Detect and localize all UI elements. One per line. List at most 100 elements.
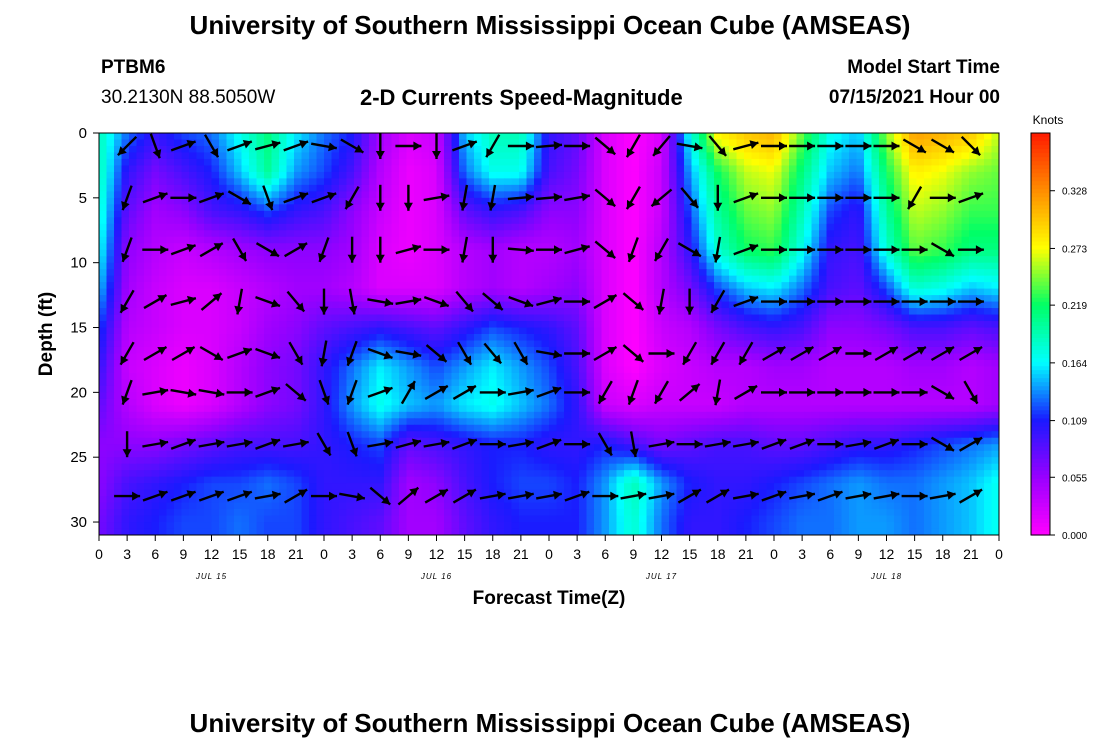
heatmap-cell — [894, 282, 903, 290]
heatmap-cell — [316, 295, 325, 303]
heatmap-cell — [669, 197, 678, 205]
heatmap-cell — [954, 152, 963, 160]
heatmap-cell — [714, 230, 723, 238]
heatmap-cell — [946, 133, 955, 141]
heatmap-cell — [789, 223, 798, 231]
heatmap-cell — [384, 379, 393, 387]
heatmap-cell — [361, 392, 370, 400]
heatmap-cell — [226, 197, 235, 205]
heatmap-cell — [324, 379, 333, 387]
heatmap-cell — [871, 139, 880, 147]
heatmap-cell — [406, 288, 415, 296]
heatmap-cell — [669, 359, 678, 368]
heatmap-cell — [534, 158, 543, 167]
heatmap-cell — [549, 379, 558, 387]
heatmap-cell — [459, 353, 468, 361]
heatmap-cell — [151, 392, 160, 400]
heatmap-cell — [391, 165, 400, 173]
heatmap-cell — [556, 327, 565, 335]
heatmap-cell — [129, 165, 138, 173]
heatmap-cell — [706, 314, 715, 322]
heatmap-cell — [181, 184, 190, 192]
heatmap-cell — [331, 282, 340, 290]
heatmap-cell — [106, 210, 115, 218]
heatmap-cell — [474, 145, 483, 154]
heatmap-cell — [406, 353, 415, 361]
heatmap-cell — [631, 178, 640, 186]
heatmap-cell — [339, 392, 348, 400]
heatmap-cell — [759, 327, 768, 335]
heatmap-cell — [406, 171, 415, 179]
heatmap-cell — [151, 340, 160, 348]
heatmap-cell — [151, 321, 160, 329]
heatmap-cell — [901, 217, 910, 225]
heatmap-cell — [301, 314, 310, 322]
heatmap-cell — [924, 340, 933, 348]
heatmap-cell — [886, 327, 895, 335]
heatmap-cell — [594, 256, 603, 264]
heatmap-cell — [264, 372, 273, 380]
heatmap-cell — [391, 139, 400, 147]
heatmap-cell — [249, 295, 258, 303]
heatmap-cell — [294, 334, 303, 342]
heatmap-cell — [204, 359, 213, 368]
heatmap-cell — [886, 217, 895, 225]
heatmap-cell — [189, 275, 198, 283]
heatmap-cell — [354, 392, 363, 400]
heatmap-cell — [429, 301, 438, 309]
heatmap-cell — [181, 145, 190, 154]
heatmap-cell — [909, 269, 918, 277]
heatmap-cell — [136, 217, 145, 225]
heatmap-cell — [646, 256, 655, 264]
heatmap-cell — [864, 204, 873, 212]
heatmap-cell — [676, 256, 685, 264]
heatmap-cell — [826, 178, 835, 186]
heatmap-cell — [136, 340, 145, 348]
heatmap-cell — [519, 340, 528, 348]
heatmap-cell — [459, 145, 468, 154]
heatmap-cell — [391, 249, 400, 257]
heatmap-cell — [226, 346, 235, 355]
heatmap-cell — [286, 366, 295, 374]
heatmap-cell — [376, 217, 385, 225]
heatmap-cell — [699, 392, 708, 400]
heatmap-cell — [609, 184, 618, 192]
heatmap-cell — [541, 398, 550, 406]
heatmap-cell — [474, 334, 483, 342]
heatmap-cell — [391, 288, 400, 296]
heatmap-cell — [969, 359, 978, 368]
heatmap-cell — [294, 197, 303, 205]
heatmap-cell — [429, 372, 438, 380]
heatmap-cell — [609, 372, 618, 380]
heatmap-cell — [489, 204, 498, 212]
heatmap-cell — [339, 295, 348, 303]
heatmap-cell — [976, 282, 985, 290]
heatmap-cell — [744, 308, 753, 316]
heatmap-cell — [234, 392, 243, 400]
heatmap-cell — [196, 236, 205, 244]
heatmap-cell — [811, 152, 820, 160]
heatmap-cell — [954, 353, 963, 361]
heatmap-cell — [339, 256, 348, 264]
heatmap-cell — [721, 171, 730, 179]
heatmap-cell — [684, 184, 693, 192]
heatmap-cell — [234, 359, 243, 368]
heatmap-cell — [526, 191, 535, 199]
heatmap-cell — [781, 243, 790, 251]
heatmap-cell — [669, 165, 678, 173]
heatmap-cell — [271, 334, 280, 342]
heatmap-cell — [856, 171, 865, 179]
heatmap-cell — [781, 217, 790, 225]
heatmap-cell — [151, 379, 160, 387]
heatmap-cell — [924, 204, 933, 212]
heatmap-cell — [796, 210, 805, 218]
heatmap-cell — [166, 204, 175, 212]
heatmap-cell — [196, 295, 205, 303]
heatmap-cell — [414, 308, 423, 316]
heatmap-cell — [669, 392, 678, 400]
heatmap-cell — [384, 288, 393, 296]
heatmap-cell — [226, 308, 235, 316]
heatmap-cell — [361, 295, 370, 303]
heatmap-cell — [264, 269, 273, 277]
heatmap-cell — [841, 139, 850, 147]
